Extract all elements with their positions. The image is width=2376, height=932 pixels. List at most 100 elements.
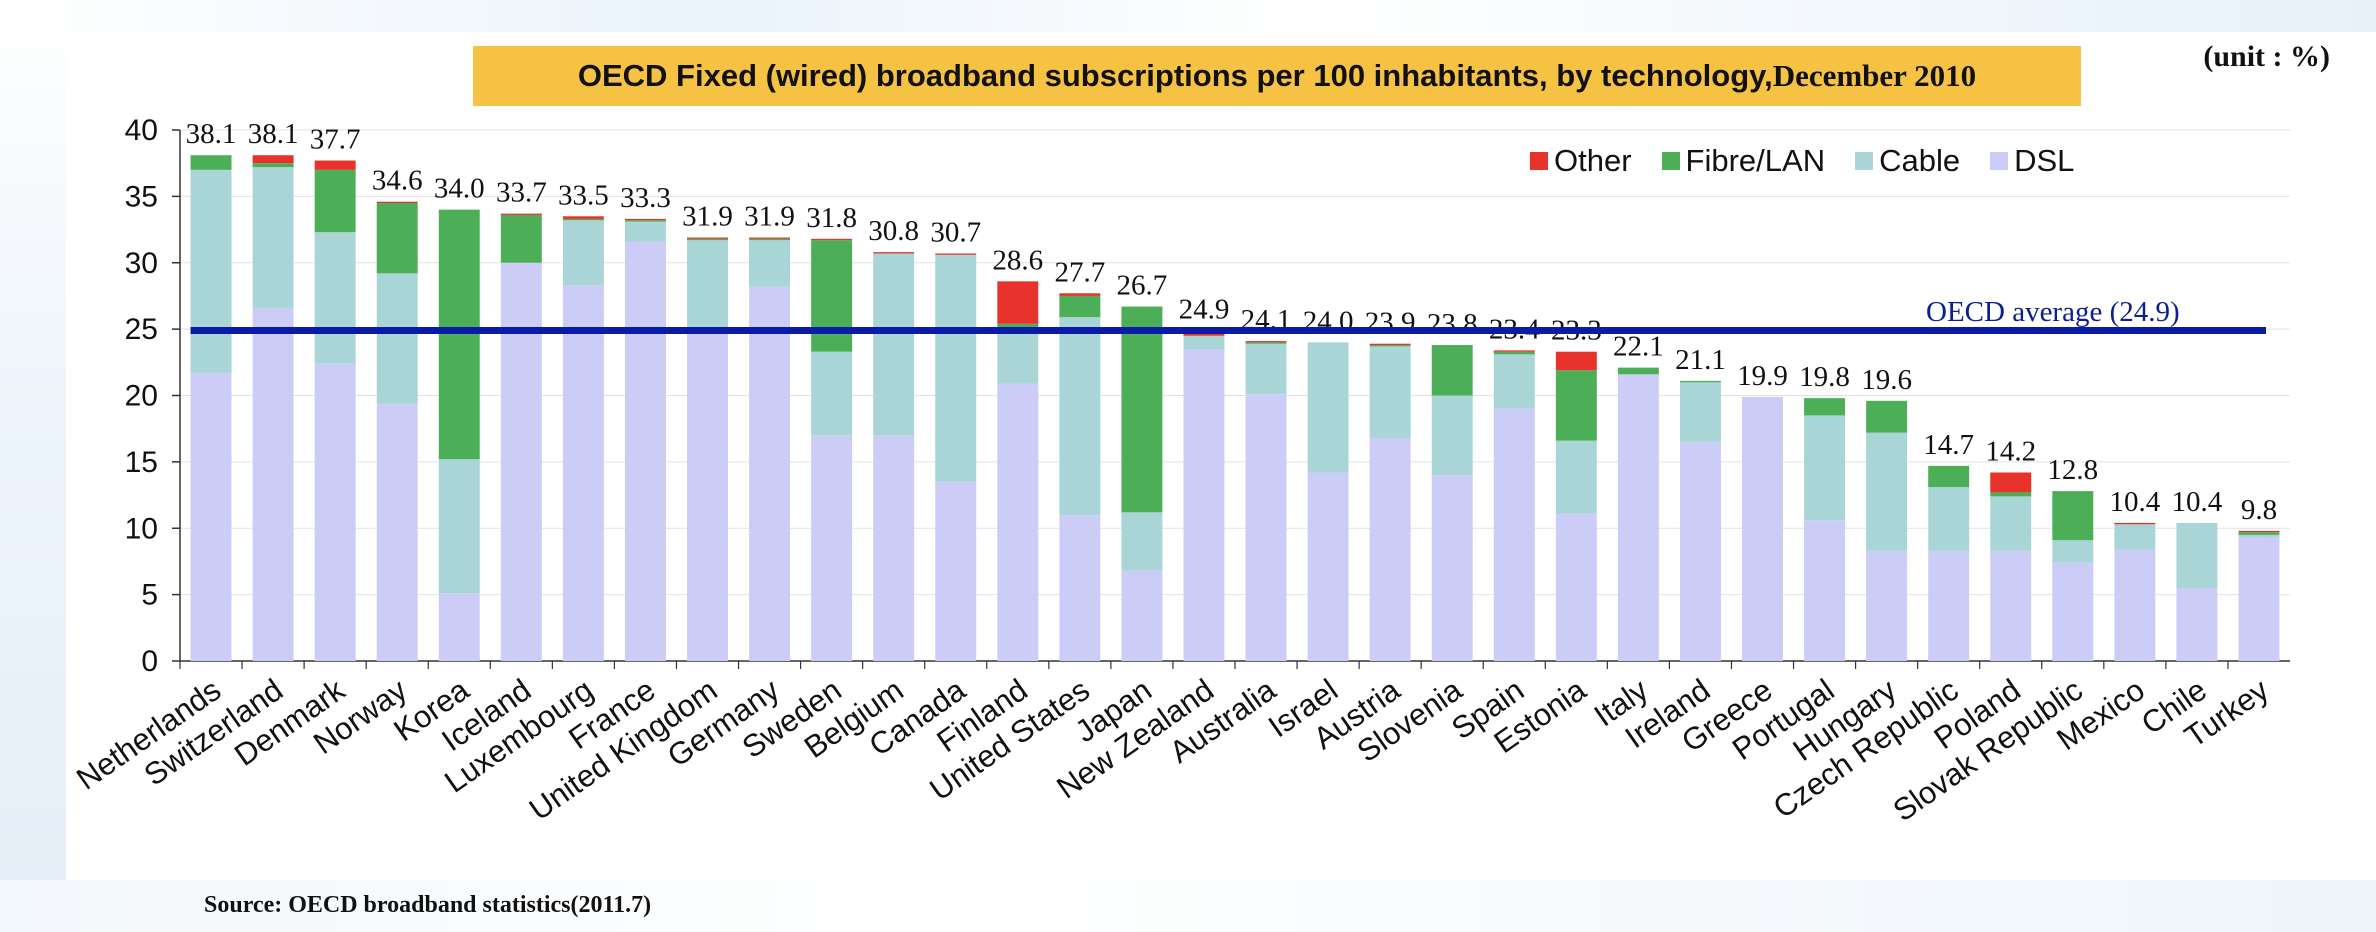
legend-swatch-cable bbox=[1855, 152, 1874, 170]
bar-segment-cable bbox=[1866, 432, 1908, 551]
average-line-label: OECD average (24.9) bbox=[1926, 296, 2180, 328]
bar-segment-dsl bbox=[190, 372, 232, 661]
bar-segment-dsl bbox=[1866, 550, 1908, 661]
bar-total-label: 10.4 bbox=[2172, 486, 2223, 518]
bar-segment-other bbox=[252, 155, 294, 164]
chart-title-main: OECD Fixed (wired) broadband subscriptio… bbox=[577, 58, 1773, 93]
bar-segment-other bbox=[873, 252, 915, 254]
bar-segment-other bbox=[2238, 530, 2280, 533]
legend-item-cable: Cable bbox=[1855, 143, 1960, 179]
bar-total-label: 14.2 bbox=[1985, 435, 2036, 467]
bar-segment-dsl bbox=[252, 307, 294, 661]
bar-segment-dsl bbox=[314, 363, 356, 661]
bar-total-label: 31.9 bbox=[744, 201, 795, 233]
chart-title-date: December 2010 bbox=[1772, 58, 1977, 93]
bar-segment-other bbox=[811, 238, 853, 241]
bar-total-label: 28.6 bbox=[992, 244, 1043, 276]
bar-segment-dsl bbox=[1493, 408, 1535, 661]
bar-segment-fibre-lan bbox=[438, 209, 480, 460]
y-tick-label: 0 bbox=[141, 645, 158, 678]
bar-segment-other bbox=[687, 237, 728, 239]
bar-total-label: 19.9 bbox=[1737, 360, 1788, 392]
bar-segment-other bbox=[314, 160, 356, 170]
bar-segment-dsl bbox=[997, 383, 1039, 661]
y-tick-label: 35 bbox=[125, 180, 158, 213]
bar-segment-cable bbox=[1245, 343, 1287, 395]
bar-segment-fibre-lan bbox=[1059, 295, 1101, 318]
bar-total-label: 33.5 bbox=[558, 179, 609, 211]
bar-total-label: 34.6 bbox=[372, 165, 423, 197]
bar-segment-fibre-lan bbox=[1990, 492, 2032, 497]
bar-segment-other bbox=[376, 201, 418, 204]
bar-total-label: 38.1 bbox=[186, 118, 237, 150]
legend-label-dsl: DSL bbox=[2014, 143, 2075, 178]
bar-segment-cable bbox=[1431, 395, 1473, 476]
bar-segment-other bbox=[935, 253, 977, 255]
bar-total-label: 33.3 bbox=[620, 182, 671, 214]
bar-segment-cable bbox=[2238, 534, 2280, 538]
bar-segment-fibre-lan bbox=[1617, 367, 1659, 375]
bar-segment-cable bbox=[1804, 415, 1846, 521]
legend-item-dsl: DSL bbox=[1990, 143, 2074, 179]
bar-segment-cable bbox=[1369, 346, 1411, 438]
bar-segment-cable bbox=[935, 254, 977, 482]
bar-segment-cable bbox=[438, 459, 480, 594]
bar-segment-cable bbox=[1121, 512, 1163, 571]
bar-segment-cable bbox=[749, 240, 791, 287]
bar-segment-dsl bbox=[1431, 475, 1473, 661]
source-note: Source: OECD broadband statistics(2011.7… bbox=[204, 892, 652, 918]
legend-item-fibre-lan: Fibre/LAN bbox=[1661, 143, 1826, 179]
bar-segment-dsl bbox=[2238, 537, 2280, 661]
bar-total-label: 10.4 bbox=[2109, 486, 2160, 518]
y-tick-label: 25 bbox=[125, 313, 158, 346]
bar-segment-cable bbox=[2114, 524, 2156, 550]
bar-total-label: 27.7 bbox=[1054, 256, 1105, 288]
bar-segment-other bbox=[2114, 522, 2156, 525]
bar-total-label: 38.1 bbox=[248, 118, 299, 150]
bar-segment-other bbox=[1990, 472, 2032, 493]
bar-segment-fibre-lan bbox=[624, 220, 666, 222]
bar-segment-fibre-lan bbox=[1493, 351, 1535, 355]
bar-segment-fibre-lan bbox=[1804, 398, 1846, 416]
bar-segment-fibre-lan bbox=[1555, 370, 1597, 441]
bar-segment-cable bbox=[1183, 335, 1225, 350]
bar-segment-dsl bbox=[1121, 570, 1163, 661]
bar-segment-cable bbox=[997, 331, 1039, 384]
bar-segment-cable bbox=[2052, 540, 2094, 563]
bar-segment-cable bbox=[1307, 342, 1349, 473]
bar-segment-dsl bbox=[687, 329, 728, 661]
bar-segment-dsl bbox=[749, 286, 791, 661]
bar-segment-cable bbox=[314, 232, 356, 364]
bar-segment-other bbox=[500, 213, 542, 215]
bar-segment-dsl bbox=[1679, 441, 1721, 661]
bar-segment-fibre-lan bbox=[2052, 491, 2094, 541]
bar-segment-fibre-lan bbox=[1121, 306, 1163, 513]
bar-segment-fibre-lan bbox=[2238, 532, 2280, 535]
bar-segment-fibre-lan bbox=[1431, 345, 1473, 396]
bar-segment-dsl bbox=[624, 241, 666, 661]
bar-segment-cable bbox=[1928, 487, 1970, 551]
bar-segment-dsl bbox=[1928, 550, 1970, 661]
bar-segment-fibre-lan bbox=[1679, 380, 1721, 383]
bar-segment-cable bbox=[1059, 317, 1101, 515]
bar-segment-other bbox=[1245, 341, 1287, 343]
bar-segment-other bbox=[1555, 351, 1597, 371]
bar-segment-fibre-lan bbox=[749, 238, 791, 241]
legend-label-cable: Cable bbox=[1879, 143, 1961, 178]
bar-total-label: 12.8 bbox=[2047, 454, 2098, 486]
legend-label-fibre-lan: Fibre/LAN bbox=[1685, 143, 1826, 178]
bar-segment-fibre-lan bbox=[1866, 400, 1908, 433]
bar-total-label: 30.8 bbox=[868, 215, 919, 247]
bar-segment-fibre-lan bbox=[811, 240, 853, 352]
y-tick-label: 20 bbox=[125, 380, 158, 413]
bar-segment-dsl bbox=[1617, 374, 1659, 661]
bar-segment-other bbox=[1059, 293, 1101, 296]
bar-total-label: 31.9 bbox=[682, 201, 733, 233]
y-tick-label: 10 bbox=[125, 512, 158, 545]
background-band-left bbox=[0, 0, 66, 932]
bar-segment-dsl bbox=[2114, 549, 2156, 661]
bar-segment-dsl bbox=[376, 403, 418, 661]
bar-segment-fibre-lan bbox=[190, 155, 232, 170]
y-tick-label: 30 bbox=[125, 247, 158, 280]
